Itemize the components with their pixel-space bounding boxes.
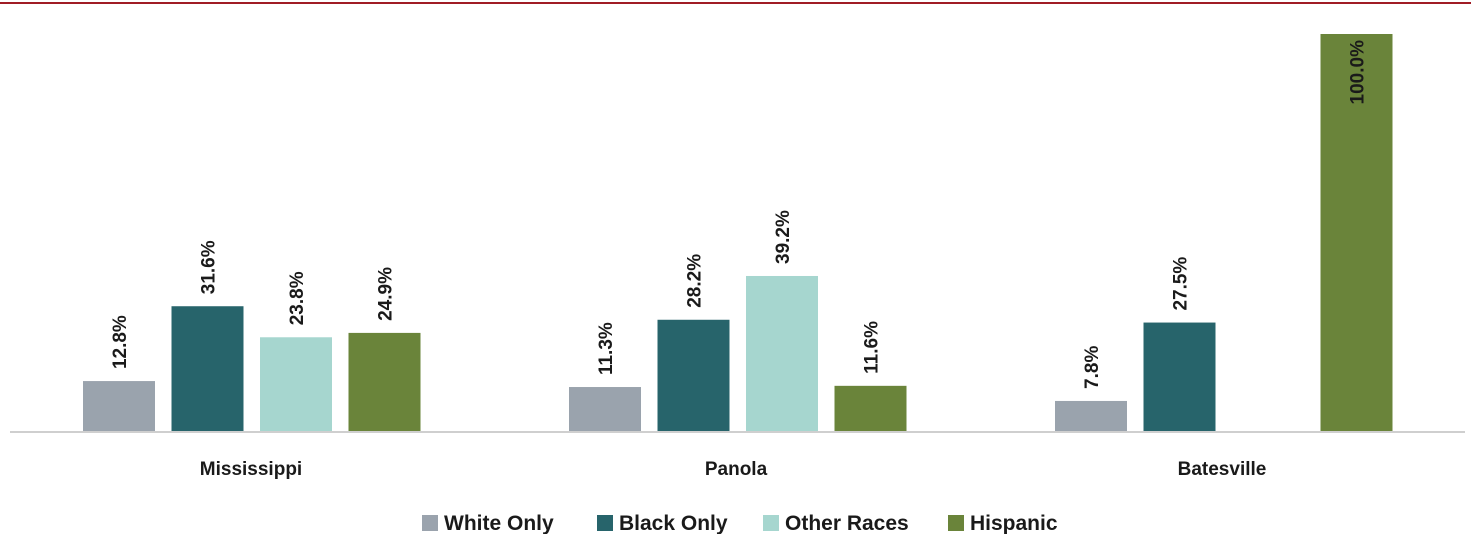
- data-label: 11.6%: [862, 321, 883, 374]
- legend-item-hispanic: Hispanic: [948, 512, 1058, 534]
- bar-batesville-black-only: [1143, 322, 1216, 432]
- legend-label: Black Only: [619, 512, 728, 534]
- category-label-mississippi: Mississippi: [200, 459, 302, 480]
- legend-item-black-only: Black Only: [597, 512, 728, 534]
- legend-swatch: [763, 515, 779, 531]
- category-label-batesville: Batesville: [1178, 459, 1267, 480]
- bar-mississippi-other-races: [260, 337, 332, 432]
- legend-item-other-races: Other Races: [763, 512, 909, 534]
- category-label-panola: Panola: [705, 459, 768, 480]
- bar-panola-white-only: [569, 387, 641, 432]
- legend-swatch: [422, 515, 438, 531]
- data-label: 12.8%: [110, 315, 131, 369]
- data-label: 39.2%: [773, 210, 794, 264]
- bar-panola-hispanic: [834, 385, 907, 432]
- data-label: 11.3%: [596, 322, 617, 375]
- legend-swatch: [948, 515, 964, 531]
- bar-panola-other-races: [746, 275, 818, 432]
- data-label: 27.5%: [1171, 257, 1192, 311]
- bar-batesville-hispanic: [1320, 34, 1393, 432]
- bar-mississippi-white-only: [83, 381, 155, 432]
- legend-item-white-only: White Only: [422, 512, 554, 534]
- data-label: 24.9%: [376, 267, 397, 321]
- bar-panola-black-only: [657, 319, 730, 432]
- bar-mississippi-black-only: [171, 306, 244, 432]
- data-label: 23.8%: [287, 271, 308, 325]
- legend-label: Hispanic: [970, 512, 1058, 534]
- legend-label: White Only: [444, 512, 554, 534]
- bars-group: 12.8% 31.6% 23.8% 24.9% 11.3% 28.2% 39.2% 11.6%…: [83, 34, 1393, 432]
- legend-swatch: [597, 515, 613, 531]
- data-label: 7.8%: [1082, 346, 1103, 389]
- data-label: 31.6%: [199, 240, 220, 294]
- legend: White Only Black Only Other Races Hispanic: [422, 512, 1058, 534]
- legend-label: Other Races: [785, 512, 909, 534]
- data-label: 100.0%: [1348, 40, 1369, 105]
- bar-batesville-white-only: [1055, 400, 1127, 432]
- data-label: 28.2%: [685, 254, 706, 308]
- bar-mississippi-hispanic: [348, 332, 421, 432]
- category-labels: Mississippi Panola Batesville: [200, 459, 1267, 480]
